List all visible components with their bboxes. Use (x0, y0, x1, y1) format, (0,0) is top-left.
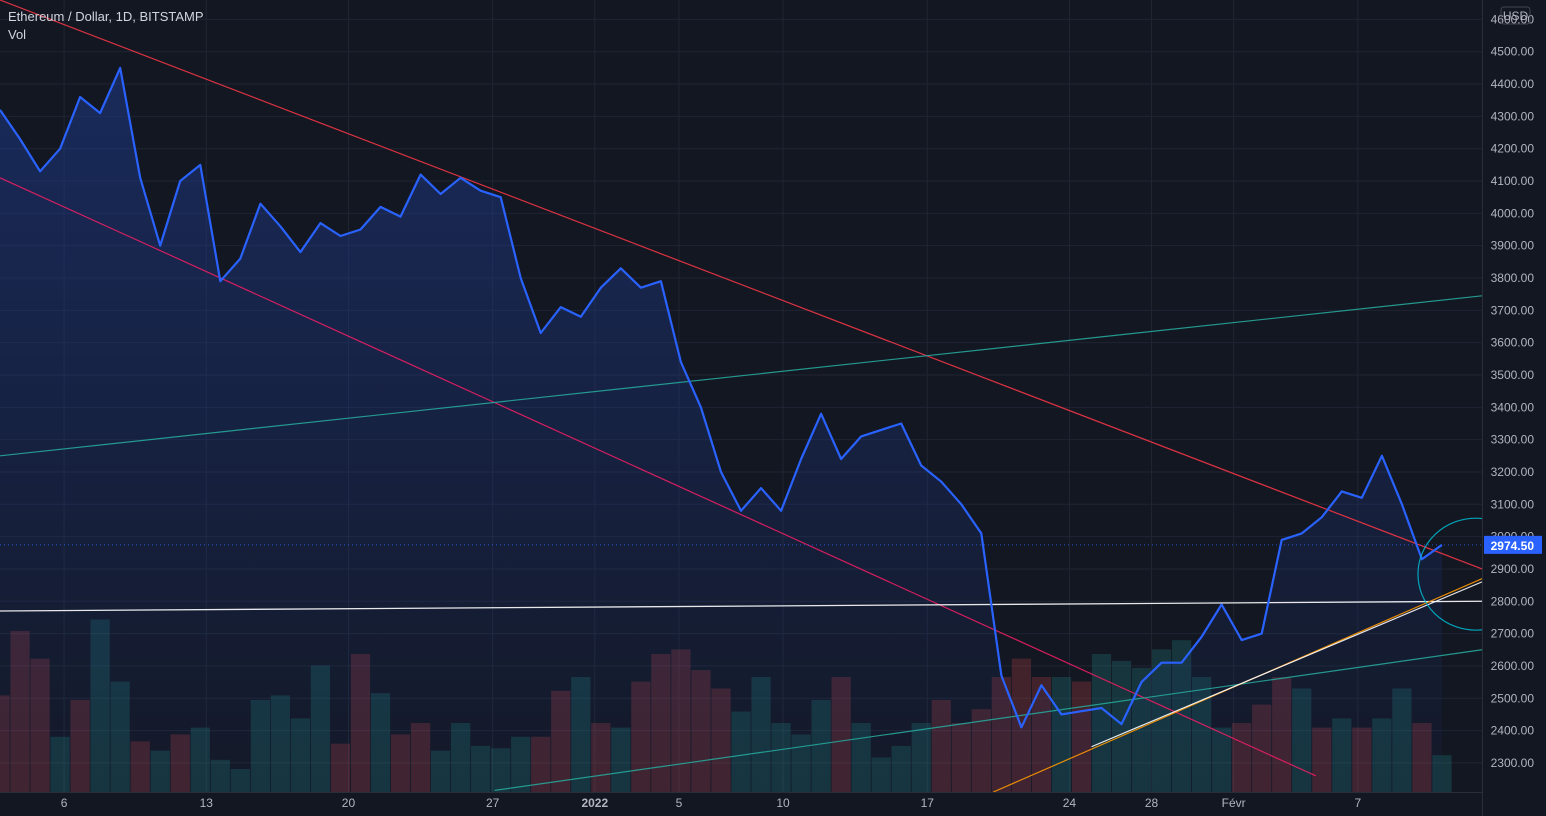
time-axis-label: 6 (61, 796, 68, 810)
price-axis-label: 2300.00 (1491, 756, 1535, 770)
time-axis-label: 13 (200, 796, 214, 810)
price-axis-label: 3700.00 (1491, 303, 1535, 317)
time-axis-label: 17 (921, 796, 935, 810)
price-axis-label: 3800.00 (1491, 271, 1535, 285)
trendline-downtrend-resistance[interactable] (0, 0, 1483, 570)
trendlines (0, 0, 1483, 793)
time-axis-label: 2022 (581, 796, 608, 810)
volume-indicator-label[interactable]: Vol (8, 27, 27, 42)
price-axis-label: 3600.00 (1491, 336, 1535, 350)
last-price-badge (1484, 535, 1542, 554)
time-axis-label: 10 (776, 796, 790, 810)
currency-badge[interactable] (1500, 6, 1531, 25)
time-axis-label: Févr (1222, 796, 1246, 810)
price-axis-label: 3900.00 (1491, 239, 1535, 253)
price-axis-label: 3400.00 (1491, 400, 1535, 414)
price-area-fill (0, 67, 1442, 792)
trendline-teal-upper[interactable] (0, 295, 1483, 457)
price-axis-label: 2700.00 (1491, 627, 1535, 641)
price-axis-label: 3100.00 (1491, 497, 1535, 511)
time-axis-label: 20 (342, 796, 356, 810)
trendline-white-rising[interactable] (1091, 581, 1483, 748)
price-axis-label: 4300.00 (1491, 109, 1535, 123)
time-axis-label: 28 (1145, 796, 1159, 810)
price-line[interactable] (0, 66, 1443, 729)
price-axis-label: 4000.00 (1491, 206, 1535, 220)
price-axis-label: 4200.00 (1491, 142, 1535, 156)
chart-title: Ethereum / Dollar, 1D, BITSTAMP (8, 9, 204, 24)
time-axis-label: 27 (486, 796, 500, 810)
trendline-teal-lower[interactable] (494, 649, 1483, 791)
price-axis-label: 2800.00 (1491, 594, 1535, 608)
price-axis-label: 4100.00 (1491, 174, 1535, 188)
price-axis-label: 4500.00 (1491, 45, 1535, 59)
price-axis-label: 2600.00 (1491, 659, 1535, 673)
currency-label: USD (1503, 9, 1529, 23)
trendline-support-horizontal[interactable] (0, 600, 1483, 612)
price-axis-label: 2500.00 (1491, 691, 1535, 705)
price-axis-label: 2900.00 (1491, 562, 1535, 576)
time-axis-label: 7 (1354, 796, 1361, 810)
price-axis-label: 3300.00 (1491, 433, 1535, 447)
price-axis-label: 4400.00 (1491, 77, 1535, 91)
price-axis-label: 3500.00 (1491, 368, 1535, 382)
price-axis-background (1482, 0, 1546, 816)
price-axis-label: 2400.00 (1491, 724, 1535, 738)
price-axis-label: 3200.00 (1491, 465, 1535, 479)
time-axis-label: 24 (1063, 796, 1077, 810)
time-axis-label: 5 (676, 796, 683, 810)
last-price-label: 2974.50 (1491, 539, 1535, 553)
